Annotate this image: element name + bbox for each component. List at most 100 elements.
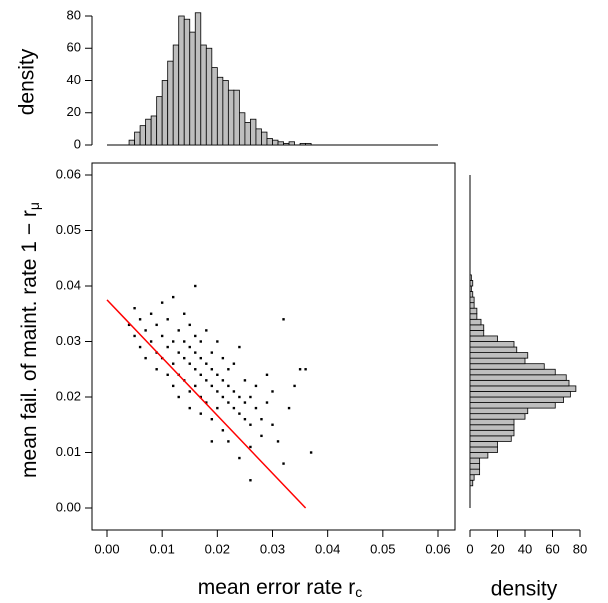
y-tick-label: 0.06 [56,166,81,181]
point [172,340,175,343]
bar [469,324,485,331]
bar [469,402,556,409]
bar [469,346,518,353]
point [221,395,225,399]
point [149,340,153,343]
point [166,345,169,349]
bar [266,138,273,146]
point [227,440,230,443]
point [249,479,252,482]
bar [469,318,482,326]
point [227,368,230,371]
y-tick-label: 80 [67,7,81,22]
point [199,340,202,343]
bar [469,329,485,337]
point [172,295,175,299]
bar [469,407,529,415]
bar [469,307,478,315]
point [249,423,252,426]
bar [227,89,235,146]
bar [469,463,481,470]
bar [283,142,290,146]
bar [305,142,312,146]
x-tick-label: 40 [518,541,532,556]
y-tick-label: 60 [67,40,81,55]
point [265,401,269,404]
point [254,406,258,410]
bar [469,413,526,420]
right-hist-title: density [491,578,558,601]
point [194,334,197,338]
x-title-main: mean error rate r [198,576,356,599]
x-tick-label: 0.02 [205,541,230,556]
point [194,351,197,354]
point [166,373,169,376]
point [172,384,175,388]
x-tick-label: 0.03 [260,541,285,556]
bar [128,139,135,146]
point [243,401,247,404]
bar [244,122,251,146]
top-hist-title: density [16,48,39,115]
point [210,440,214,443]
point [243,379,247,382]
point [177,395,180,399]
point [183,340,186,343]
point [194,284,197,288]
bar [469,474,475,481]
point [238,412,241,415]
bar [238,112,246,146]
bar [134,131,141,146]
bar [469,291,474,298]
bar [469,379,570,387]
point [216,340,219,343]
bar [145,118,152,146]
point [238,345,241,349]
point [160,301,164,304]
bar [469,468,481,476]
point [183,356,186,360]
point [287,406,291,410]
point [199,412,202,415]
point [177,329,180,332]
point [282,462,285,465]
point [232,362,236,365]
point [260,418,263,421]
bar [469,280,474,287]
point [166,318,169,321]
bar [469,429,515,437]
x-tick-label: 60 [545,541,559,556]
point [205,401,208,404]
point [243,418,247,421]
bar [255,128,262,146]
bar [469,385,577,392]
point [133,334,136,338]
bar [156,96,163,146]
x-tick-label: 80 [573,541,587,556]
point [210,418,214,421]
bar [469,341,515,348]
point [210,368,214,371]
bar [216,76,224,146]
x-tick-label: 0 [466,541,473,556]
point [133,307,136,310]
bar [222,80,229,146]
point [188,345,191,349]
y-tick-label: 20 [67,104,81,119]
bar [469,374,567,381]
point [205,379,208,382]
bar [469,424,515,431]
point [298,368,302,371]
bar [272,139,279,146]
bar [469,368,556,376]
point [254,384,258,388]
point [232,406,236,410]
point [188,362,191,365]
bar [139,125,147,146]
point [188,406,191,410]
bar [250,118,257,146]
point [293,384,296,388]
point [265,373,269,376]
point [188,390,191,393]
point [216,390,219,393]
